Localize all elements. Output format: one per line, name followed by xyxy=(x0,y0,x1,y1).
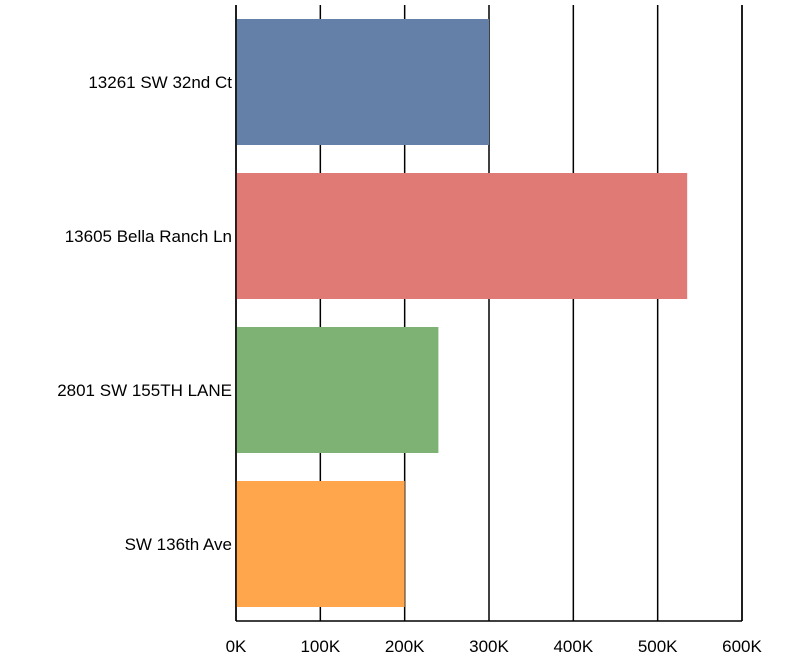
category-labels: 13261 SW 32nd Ct 13605 Bella Ranch Ln 2801… xyxy=(57,73,232,554)
x-tick-label: 0K xyxy=(226,637,247,656)
bar xyxy=(236,173,688,299)
plot-frame xyxy=(235,5,743,622)
bar xyxy=(236,327,439,453)
x-tick-label: 400K xyxy=(553,637,593,656)
category-label: 2801 SW 155TH LANE xyxy=(57,381,232,400)
x-tick-label: 100K xyxy=(300,637,340,656)
category-label: 13605 Bella Ranch Ln xyxy=(65,227,232,246)
x-tick-label: 300K xyxy=(469,637,509,656)
bars xyxy=(236,19,688,607)
category-label: SW 136th Ave xyxy=(125,535,232,554)
x-tick-labels: 0K 100K 200K 300K 400K 500K 600K xyxy=(226,637,763,656)
x-tick-label: 600K xyxy=(722,637,762,656)
category-label: 13261 SW 32nd Ct xyxy=(88,73,232,92)
bar xyxy=(236,19,489,145)
x-tick-label: 200K xyxy=(385,637,425,656)
x-tick-label: 500K xyxy=(638,637,678,656)
bar xyxy=(236,481,405,607)
